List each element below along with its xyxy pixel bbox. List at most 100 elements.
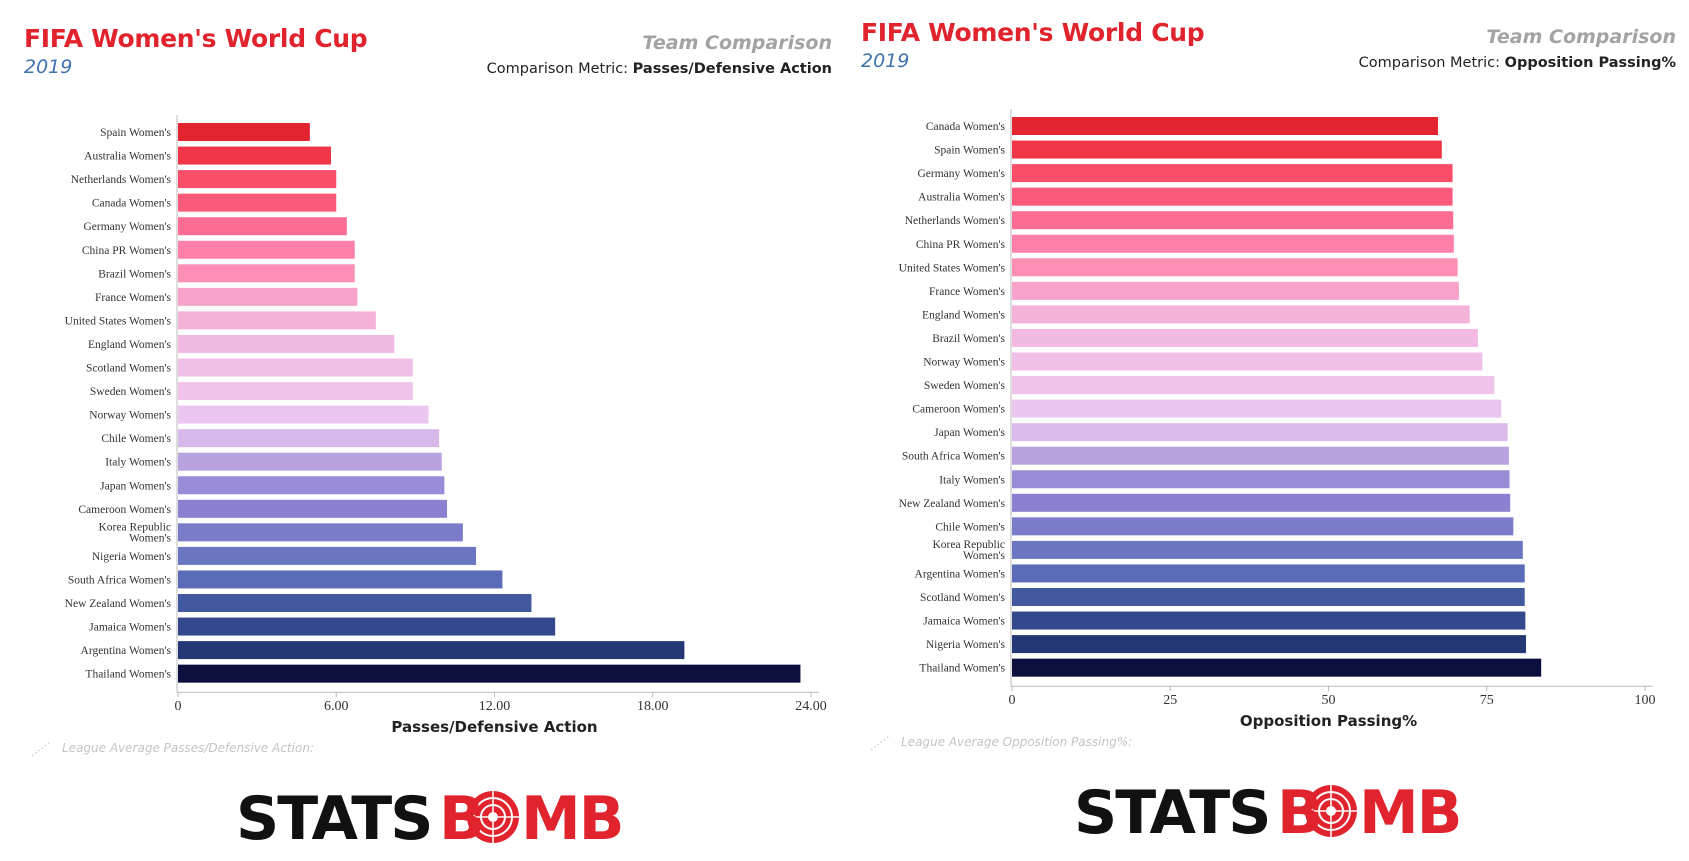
logo-text-b: B [439, 784, 483, 849]
statsbomb-logo: STATS B MB [1074, 778, 1462, 843]
bar-nigeria-women-s [1012, 635, 1526, 654]
x-tick-label: 25 [1163, 693, 1177, 708]
bar-cameroon-women-s [178, 499, 448, 518]
metric-name: Passes/Defensive Action [632, 61, 832, 77]
panel-title: FIFA Women's World Cup [861, 18, 1205, 47]
team-label-canada-women-s: Canada Women's [92, 198, 172, 210]
bar-italy-women-s [1012, 470, 1510, 489]
team-label-south-africa-women-s: South Africa Women's [902, 451, 1006, 463]
bar-korea-republic-women-s [1012, 540, 1523, 559]
bar-china-pr-women-s [178, 240, 355, 259]
bar-chile-women-s [1012, 517, 1514, 536]
x-tick-label: 12.00 [479, 699, 511, 714]
bar-sweden-women-s [1012, 376, 1495, 395]
team-label-netherlands-women-s: Netherlands Women's [905, 215, 1006, 227]
x-tick-label: 24.00 [795, 699, 827, 714]
left-panel: FIFA Women's World Cup 2019 Team Compari… [24, 24, 832, 849]
team-label-australia-women-s: Australia Women's [918, 192, 1005, 204]
team-label-england-women-s: England Women's [88, 339, 172, 351]
bar-korea-republic-women-s [178, 523, 463, 542]
team-label-spain-women-s: Spain Women's [934, 145, 1005, 157]
comparison-title: Team Comparison [1486, 26, 1676, 48]
bar-germany-women-s [1012, 164, 1453, 183]
x-tick-label: 18.00 [637, 699, 669, 714]
bar-norway-women-s [178, 405, 429, 424]
logo-text-mb: MB [521, 784, 622, 849]
team-label-brazil-women-s: Brazil Women's [932, 333, 1005, 345]
panel-subtitle: 2019 [24, 56, 73, 78]
bar-thailand-women-s [1012, 658, 1542, 677]
dashed-line-icon [31, 741, 51, 757]
metric-name: Opposition Passing% [1504, 55, 1676, 71]
bar-argentina-women-s [1012, 564, 1525, 583]
bar-spain-women-s [178, 123, 310, 141]
team-label-scotland-women-s: Scotland Women's [86, 363, 171, 375]
bar-italy-women-s [178, 452, 442, 471]
bar-australia-women-s [1012, 187, 1453, 206]
bar-argentina-women-s [178, 641, 685, 660]
bar-canada-women-s [1012, 117, 1439, 135]
x-axis-title: Opposition Passing% [1240, 712, 1417, 730]
bar-new-zealand-women-s [1012, 493, 1511, 512]
team-label-brazil-women-s: Brazil Women's [98, 268, 171, 280]
bar-scotland-women-s [178, 358, 413, 377]
bar-norway-women-s [1012, 352, 1483, 371]
league-average-note: League Average Passes/Defensive Action: [62, 741, 314, 755]
team-label-argentina-women-s: Argentina Women's [915, 568, 1006, 580]
statsbomb-logo: STATS B MB [236, 784, 624, 849]
team-label-united-states-women-s: United States Women's [65, 315, 172, 327]
team-label-south-africa-women-s: South Africa Women's [68, 574, 172, 586]
bar-england-women-s [1012, 305, 1470, 324]
x-tick-label: 0 [1009, 693, 1016, 708]
team-label-japan-women-s: Japan Women's [934, 427, 1005, 439]
team-label-england-women-s: England Women's [922, 309, 1006, 321]
metric-prefix: Comparison Metric: [486, 61, 629, 77]
bar-brazil-women-s [178, 264, 355, 283]
x-tick-label: 0 [175, 699, 182, 714]
league-average-note: League Average Opposition Passing%: [901, 735, 1133, 749]
bar-new-zealand-women-s [178, 594, 532, 612]
bar-france-women-s [1012, 281, 1459, 300]
dashed-line-icon [870, 735, 890, 751]
x-tick-label: 75 [1480, 693, 1494, 708]
bar-chart-passes-per-defensive-action: Spain Women's Australia Women's Netherland… [65, 115, 827, 736]
x-tick-label: 100 [1635, 693, 1656, 708]
logo-text-stats: STATS [1074, 778, 1269, 843]
target-icon [1301, 781, 1361, 841]
bar-china-pr-women-s [1012, 234, 1454, 253]
team-label-italy-women-s: Italy Women's [939, 474, 1005, 486]
team-label-chile-women-s: Chile Women's [935, 521, 1005, 533]
bar-thailand-women-s [178, 664, 801, 683]
comparison-metric: Comparison Metric: Passes/Defensive Acti… [487, 61, 832, 77]
bar-germany-women-s [178, 217, 347, 236]
bar-nigeria-women-s [178, 546, 477, 565]
logo-text-stats: STATS [236, 784, 431, 849]
team-label-nigeria-women-s: Nigeria Women's [92, 551, 172, 563]
bar-jamaica-women-s [178, 617, 556, 636]
logo-text-mb: MB [1359, 778, 1460, 843]
comparison-metric: Comparison Metric: Opposition Passing% [1359, 55, 1676, 71]
x-axis-title: Passes/Defensive Action [391, 718, 597, 736]
team-label-japan-women-s: Japan Women's [100, 480, 171, 492]
team-label-china-pr-women-s: China PR Women's [82, 245, 172, 257]
bar-south-africa-women-s [1012, 446, 1509, 465]
team-label-france-women-s: France Women's [95, 292, 172, 304]
team-label-korea-republic-women-s: Korea Republic Women's [99, 521, 172, 544]
team-label-netherlands-women-s: Netherlands Women's [71, 174, 172, 186]
logo-text-b: B [1277, 778, 1321, 843]
right-panel: FIFA Women's World Cup 2019 Team Compari… [845, 0, 1689, 861]
team-label-united-states-women-s: United States Women's [899, 262, 1006, 274]
team-label-jamaica-women-s: Jamaica Women's [923, 616, 1005, 628]
bar-scotland-women-s [1012, 588, 1525, 606]
bar-sweden-women-s [178, 382, 413, 401]
panel-title: FIFA Women's World Cup [24, 24, 368, 53]
bar-netherlands-women-s [178, 170, 337, 189]
x-tick-label: 50 [1322, 693, 1336, 708]
bar-japan-women-s [1012, 423, 1508, 442]
bar-australia-women-s [178, 146, 331, 165]
team-label-new-zealand-women-s: New Zealand Women's [899, 498, 1006, 510]
team-label-germany-women-s: Germany Women's [918, 168, 1006, 180]
bar-cameroon-women-s [1012, 399, 1502, 418]
team-label-thailand-women-s: Thailand Women's [85, 669, 171, 681]
bar-south-africa-women-s [178, 570, 503, 589]
